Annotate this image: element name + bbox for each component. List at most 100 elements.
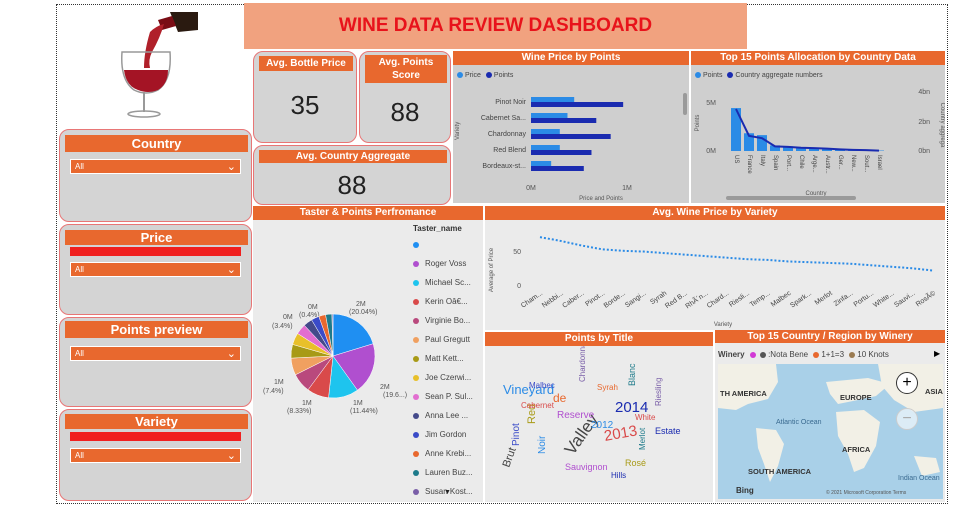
avg-bottle-price-label: Avg. Bottle Price [259,56,353,71]
word-cloud-word[interactable]: 2014 [615,399,648,416]
taster-legend-item[interactable]: Jim Gordon [413,425,481,444]
category-label: Red Blend [493,147,526,154]
taster-legend-item[interactable]: Roger Voss [413,254,481,273]
category-label: Pinot Noir [495,99,526,106]
pie-slice[interactable] [331,313,334,357]
points-dropdown[interactable]: All ⌄ [70,346,241,361]
europe-shape [826,378,890,404]
taster-legend-item[interactable]: Anne Krebi... [413,444,481,463]
word-cloud-word[interactable]: Brut [501,446,519,469]
price-range-bar[interactable] [70,247,241,256]
word-cloud-word[interactable]: 2012 [591,420,614,431]
word-cloud-word[interactable]: Chardonnay [578,346,587,382]
points-bar[interactable] [531,118,597,123]
legend-points-label: Points [493,72,514,79]
country-points-bar[interactable] [757,135,767,151]
legend-next-icon[interactable]: ▶ [934,349,941,358]
word-cloud-word[interactable]: Blanc [627,363,637,386]
country-tick-label: Austr... [824,155,830,174]
points-bar[interactable] [531,166,584,171]
world-map[interactable]: TH AMERICA EUROPE ASIA Atlantic Ocean AF… [718,364,943,499]
taster-legend-item[interactable]: Lauren Buz... [413,463,481,482]
y-tick-0: 0 [517,283,521,290]
taster-legend-item[interactable]: Paul Gregutt [413,330,481,349]
winery-map-visual: Top 15 Country / Region by Winery Winery… [715,330,945,502]
avg-price-ylabel: Average of Price [489,247,495,292]
word-cloud-word[interactable]: Hills [611,471,626,480]
taster-title: Taster & Points Perfromance [253,206,483,220]
pie-slice[interactable] [332,343,376,391]
taster-legend-item[interactable]: Anna Lee ... [413,406,481,425]
country-dropdown[interactable]: All ⌄ [70,159,241,174]
country-tick-label: Sout... [863,155,869,173]
word-cloud-word[interactable]: Pinot [511,423,522,446]
avg-price-variety-title: Avg. Wine Price by Variety [485,206,945,220]
country-points-bar[interactable] [809,147,819,151]
price-bar[interactable] [531,161,552,166]
zoom-in-button[interactable]: + [896,372,918,394]
country-points-bar[interactable] [731,108,741,151]
taster-legend-item[interactable]: Susan Kost... [413,482,481,501]
slice-label-f: 0M [283,314,293,321]
legend-color-dot [413,336,419,343]
word-cloud-word[interactable]: de [553,391,567,405]
top15-xlabel: Country [805,191,826,197]
avg-price-line[interactable] [539,236,934,272]
variety-range-bar[interactable] [70,432,241,441]
north-america-shape [718,364,778,410]
taster-name: Susan Kost... [425,487,473,496]
price-bar[interactable] [531,145,560,150]
word-cloud-word[interactable]: White [635,413,656,422]
word-cloud-word[interactable]: Red [526,404,538,424]
scrollbar-thumb[interactable] [683,93,687,115]
category-label: Cabernet Sa... [481,115,526,122]
word-cloud-word[interactable]: Merlot [638,427,647,450]
word-cloud-word[interactable]: Noir [537,435,548,454]
legend-points-label: Points [703,72,723,79]
points-bar[interactable] [531,150,592,155]
winery-legend-label: Winery [718,350,745,359]
points-bar[interactable] [531,102,624,107]
taster-legend-item[interactable]: Virginie Bo... [413,311,481,330]
taster-legend-item[interactable]: Sean P. Sul... [413,387,481,406]
country-points-bar[interactable] [744,133,754,151]
slice-label-g: 0M [308,304,318,311]
top15-ylabel: Points [695,115,701,132]
taster-legend-item[interactable]: Joe Czerwi... [413,368,481,387]
word-cloud-word[interactable]: Estate [655,426,681,436]
avg-price-variety-chart: Average of Price 50 0 Variety Cham...Neb… [489,236,938,328]
taster-name: Anna Lee ... [425,411,469,420]
word-cloud-word[interactable]: Riesling [654,378,663,406]
taster-legend-item[interactable] [413,235,481,254]
word-cloud-word[interactable]: Rosé [625,458,646,468]
price-dropdown[interactable]: All ⌄ [70,262,241,277]
country-points-bar[interactable] [796,147,806,151]
scroll-down-icon[interactable]: ▼ [444,489,451,496]
points-bar[interactable] [531,134,611,139]
word-cloud-word[interactable]: Syrah [597,383,618,392]
taster-legend-item[interactable]: Matt Kett... [413,349,481,368]
price-bar[interactable] [531,129,560,134]
price-bar[interactable] [531,113,568,118]
word-cloud-word[interactable]: 2013 [603,422,639,445]
slice-label-e: 1M [274,379,284,386]
y2-tick-0: 4bn [918,89,930,96]
legend-dot-1 [749,351,756,358]
taster-name: Matt Kett... [425,354,464,363]
legend-item-nota-bene: :Nota Bene [768,350,809,359]
pie-slice[interactable] [332,313,374,357]
zoom-out-button[interactable]: − [896,408,918,430]
taster-legend-item[interactable]: Kerin Oâ€... [413,292,481,311]
country-points-bar[interactable] [783,146,793,151]
horizontal-scrollbar[interactable] [726,196,856,200]
word-cloud-word[interactable]: Vineyard [503,382,554,397]
aggregate-line[interactable] [735,108,880,152]
word-cloud-word[interactable]: Cabernet [521,401,555,410]
word-cloud-word[interactable]: Sauvignon [565,462,608,472]
price-bar[interactable] [531,97,575,102]
country-points-bar[interactable] [770,145,780,151]
word-cloud-word[interactable]: Reserve [557,410,595,421]
word-cloud-word[interactable]: Malbec [529,381,555,390]
variety-dropdown[interactable]: All ⌄ [70,448,241,463]
taster-legend-item[interactable]: Michael Sc... [413,273,481,292]
